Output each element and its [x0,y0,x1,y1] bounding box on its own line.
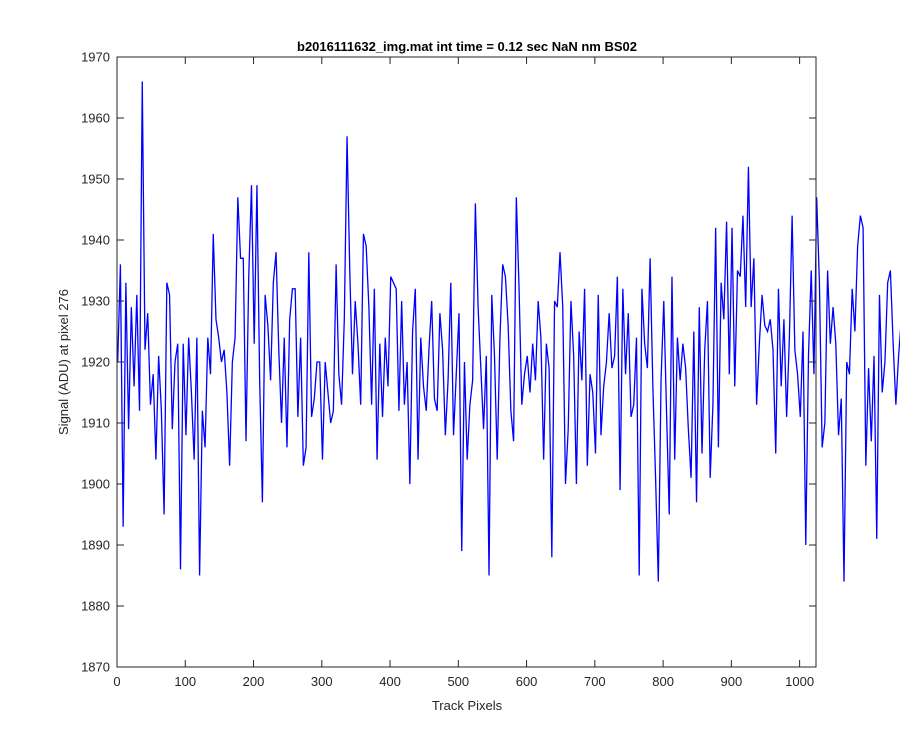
y-tick-label: 1950 [81,172,110,187]
y-axis-title: Signal (ADU) at pixel 276 [56,289,71,435]
x-tick-label: 700 [584,674,606,689]
x-tick-label: 400 [379,674,401,689]
y-tick-label: 1930 [81,294,110,309]
y-tick-label: 1970 [81,50,110,65]
axes-background [117,57,816,667]
y-tick-label: 1920 [81,355,110,370]
y-tick-label: 1900 [81,477,110,492]
x-tick-label: 600 [516,674,538,689]
y-tick-label: 1940 [81,233,110,248]
x-tick-label: 100 [174,674,196,689]
plot-area: 0 100 200 300 400 500 600 700 800 900 1000 1870 1880… [81,50,900,689]
y-tick-label: 1880 [81,599,110,614]
x-tick-label: 200 [243,674,265,689]
x-tick-label: 300 [311,674,333,689]
y-tick-label: 1910 [81,416,110,431]
x-tick-label: 800 [652,674,674,689]
series-line-0 [117,81,900,582]
x-tick-label: 0 [113,674,120,689]
x-axis-title: Track Pixels [432,698,503,713]
y-tick-label: 1960 [81,111,110,126]
chart-title: b2016111632_img.mat int time = 0.12 sec … [297,39,637,54]
x-tick-label: 1000 [785,674,814,689]
x-tick-label: 900 [721,674,743,689]
y-tick-label: 1870 [81,660,110,675]
y-tick-label: 1890 [81,538,110,553]
x-tick-label: 500 [447,674,469,689]
